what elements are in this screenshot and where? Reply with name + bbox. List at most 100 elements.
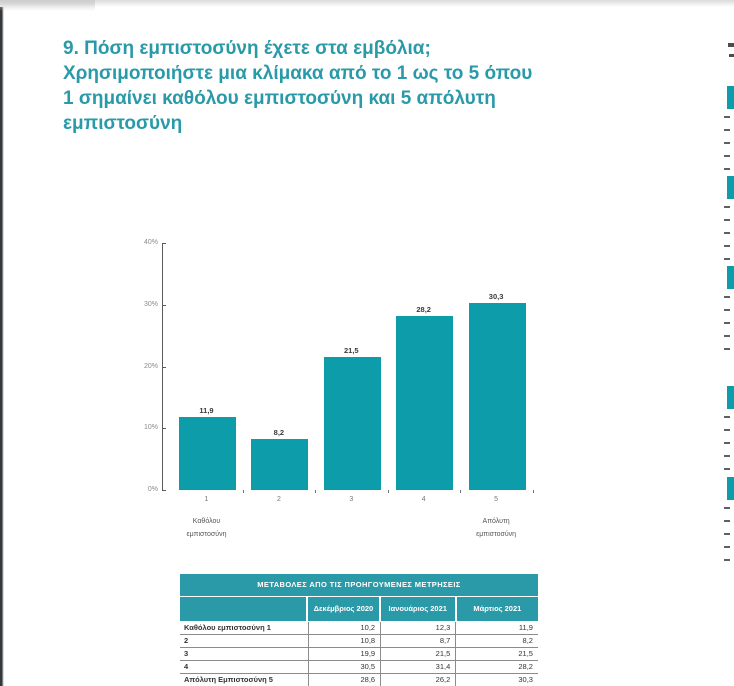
row-value: 10,2 xyxy=(308,622,380,634)
next-page-text-line xyxy=(724,442,730,444)
next-page-text-line xyxy=(724,258,730,260)
next-page-text-line xyxy=(724,142,730,144)
x-axis-tick-mark xyxy=(387,490,389,493)
next-page-text-line xyxy=(724,559,730,561)
next-page-text-fragment xyxy=(728,43,734,47)
question-title-line: εμπιστοσύνη xyxy=(63,113,183,134)
bar-value-label: 11,9 xyxy=(199,405,214,415)
x-axis-category-label: 1 xyxy=(204,496,209,503)
next-page-text-fragment xyxy=(729,54,734,57)
y-axis-tick-mark xyxy=(162,243,166,244)
next-page-question-badge xyxy=(727,266,734,289)
table-column-header: Δεκέμβριος 2020 xyxy=(308,597,379,621)
table-body: Καθόλου εμπιστοσύνη 1 10,2 12,3 11,9 2 10,8 8,… xyxy=(180,622,538,686)
bar-value-label: 8,2 xyxy=(273,428,285,438)
next-page-text-line xyxy=(724,155,730,157)
next-page-edge xyxy=(720,0,734,686)
x-axis-category-label: 5 xyxy=(494,496,499,503)
next-page-text-line xyxy=(724,129,730,131)
row-value: 30,5 xyxy=(308,661,380,673)
table-title: ΜΕΤΑΒΟΛΕΣ ΑΠΟ ΤΙΣ ΠΡΟΗΓΟΥΜΕΝΕΣ ΜΕΤΡΗΣΕΙΣ xyxy=(180,574,538,596)
row-value: 30,3 xyxy=(455,674,538,686)
row-label: 2 xyxy=(184,636,189,645)
next-page-text-line xyxy=(724,429,730,431)
bar-category-4 xyxy=(396,315,454,490)
next-page-text-line xyxy=(724,219,730,221)
question-title-line: 1 σημαίνει καθόλου εμπιστοσύνη και 5 από… xyxy=(63,88,496,109)
next-page-text-line xyxy=(724,335,730,337)
bar-value-label: 30,3 xyxy=(488,291,504,301)
table-column-header: Μάρτιος 2021 xyxy=(456,597,538,621)
viewer-top-shadow xyxy=(0,0,734,7)
next-page-text-line xyxy=(724,520,730,522)
x-axis-tick-mark xyxy=(532,490,534,493)
bar-value-label: 28,2 xyxy=(416,304,431,314)
next-page-question-badge xyxy=(727,386,734,409)
row-value: 11,9 xyxy=(455,622,538,634)
question-title-line: Χρησιμοποιήστε μια κλίμακα από το 1 ως τ… xyxy=(63,63,533,84)
next-page-text-line xyxy=(724,245,730,247)
table-corner-cell xyxy=(180,597,307,621)
table-row: 4 30,5 31,4 28,2 xyxy=(180,661,538,674)
bar-value-label: 21,5 xyxy=(343,346,359,356)
row-label: Απόλυτη Εμπιστοσύνη 5 xyxy=(184,675,273,684)
next-page-text-line xyxy=(724,322,730,324)
row-value: 21,5 xyxy=(380,648,455,660)
row-value: 19,9 xyxy=(308,648,380,660)
next-page-text-line xyxy=(724,507,730,509)
table-row: Απόλυτη Εμπιστοσύνη 5 28,6 26,2 30,3 xyxy=(180,674,538,686)
y-axis-tick-label: 10% xyxy=(143,424,158,432)
next-page-text-line xyxy=(724,468,730,470)
table-column-header: Ιανουάριος 2021 xyxy=(380,597,455,621)
next-page-question-badge xyxy=(727,176,734,199)
bar-category-1 xyxy=(179,416,236,490)
row-label: Καθόλου εμπιστοσύνη 1 xyxy=(184,623,271,632)
viewer-top-shadow-corner xyxy=(0,0,95,11)
y-axis-tick-label: 30% xyxy=(143,300,158,308)
y-axis-tick-mark xyxy=(162,366,166,368)
next-page-text-line xyxy=(724,348,730,350)
x-axis-category-label: 2 xyxy=(276,496,281,503)
next-page-question-badge xyxy=(727,477,734,500)
row-label: 4 xyxy=(184,662,189,671)
next-page-text-line xyxy=(724,416,730,418)
row-value: 28,2 xyxy=(455,661,538,673)
y-axis-tick-mark xyxy=(162,428,166,430)
next-page-text-line xyxy=(724,533,730,535)
viewer-left-edge xyxy=(0,0,4,686)
row-value: 26,2 xyxy=(380,674,455,686)
next-page-question-badge xyxy=(727,86,734,109)
bar-category-5 xyxy=(468,302,526,490)
y-axis-tick-mark xyxy=(162,490,166,491)
x-axis-tick-mark xyxy=(315,490,317,493)
next-page-text-line xyxy=(724,116,730,118)
y-axis-tick-label: 20% xyxy=(143,362,158,370)
next-page-text-line xyxy=(724,309,730,311)
x-axis-category-label: 3 xyxy=(349,496,354,503)
y-axis-tick-mark xyxy=(162,304,166,306)
table-row: 2 10,8 8,7 8,2 xyxy=(180,635,538,648)
y-axis-tick-label: 40% xyxy=(143,239,158,246)
x-axis-category-label: 4 xyxy=(421,496,426,503)
bar-category-2 xyxy=(251,439,309,490)
next-page-text-line xyxy=(724,546,730,548)
next-page-text-line xyxy=(724,168,730,170)
x-axis-tick-mark xyxy=(460,490,462,493)
question-title-line: 9. Πόση εμπιστοσύνη έχετε στα εμβόλια; xyxy=(63,38,431,59)
results-table: ΜΕΤΑΒΟΛΕΣ ΑΠΟ ΤΙΣ ΠΡΟΗΓΟΥΜΕΝΕΣ ΜΕΤΡΗΣΕΙΣ… xyxy=(180,574,538,686)
bar-category-3 xyxy=(323,357,381,490)
row-value: 10,8 xyxy=(308,635,380,647)
next-page-text-line xyxy=(724,206,730,208)
row-value: 28,6 xyxy=(308,674,380,686)
question-title: 9. Πόση εμπιστοσύνη έχετε στα εμβόλια; Χ… xyxy=(63,36,623,136)
y-axis-tick-label: 0% xyxy=(147,486,158,493)
row-value: 8,2 xyxy=(455,635,538,647)
row-label: 3 xyxy=(184,649,189,658)
next-page-text-line xyxy=(724,455,730,457)
row-value: 21,5 xyxy=(455,648,538,660)
x-axis-tick-mark xyxy=(243,490,244,493)
axis-caption-first: Καθόλου εμπιστοσύνη xyxy=(186,518,227,538)
table-row: Καθόλου εμπιστοσύνη 1 10,2 12,3 11,9 xyxy=(180,622,538,635)
chart-plot-area xyxy=(162,243,535,493)
